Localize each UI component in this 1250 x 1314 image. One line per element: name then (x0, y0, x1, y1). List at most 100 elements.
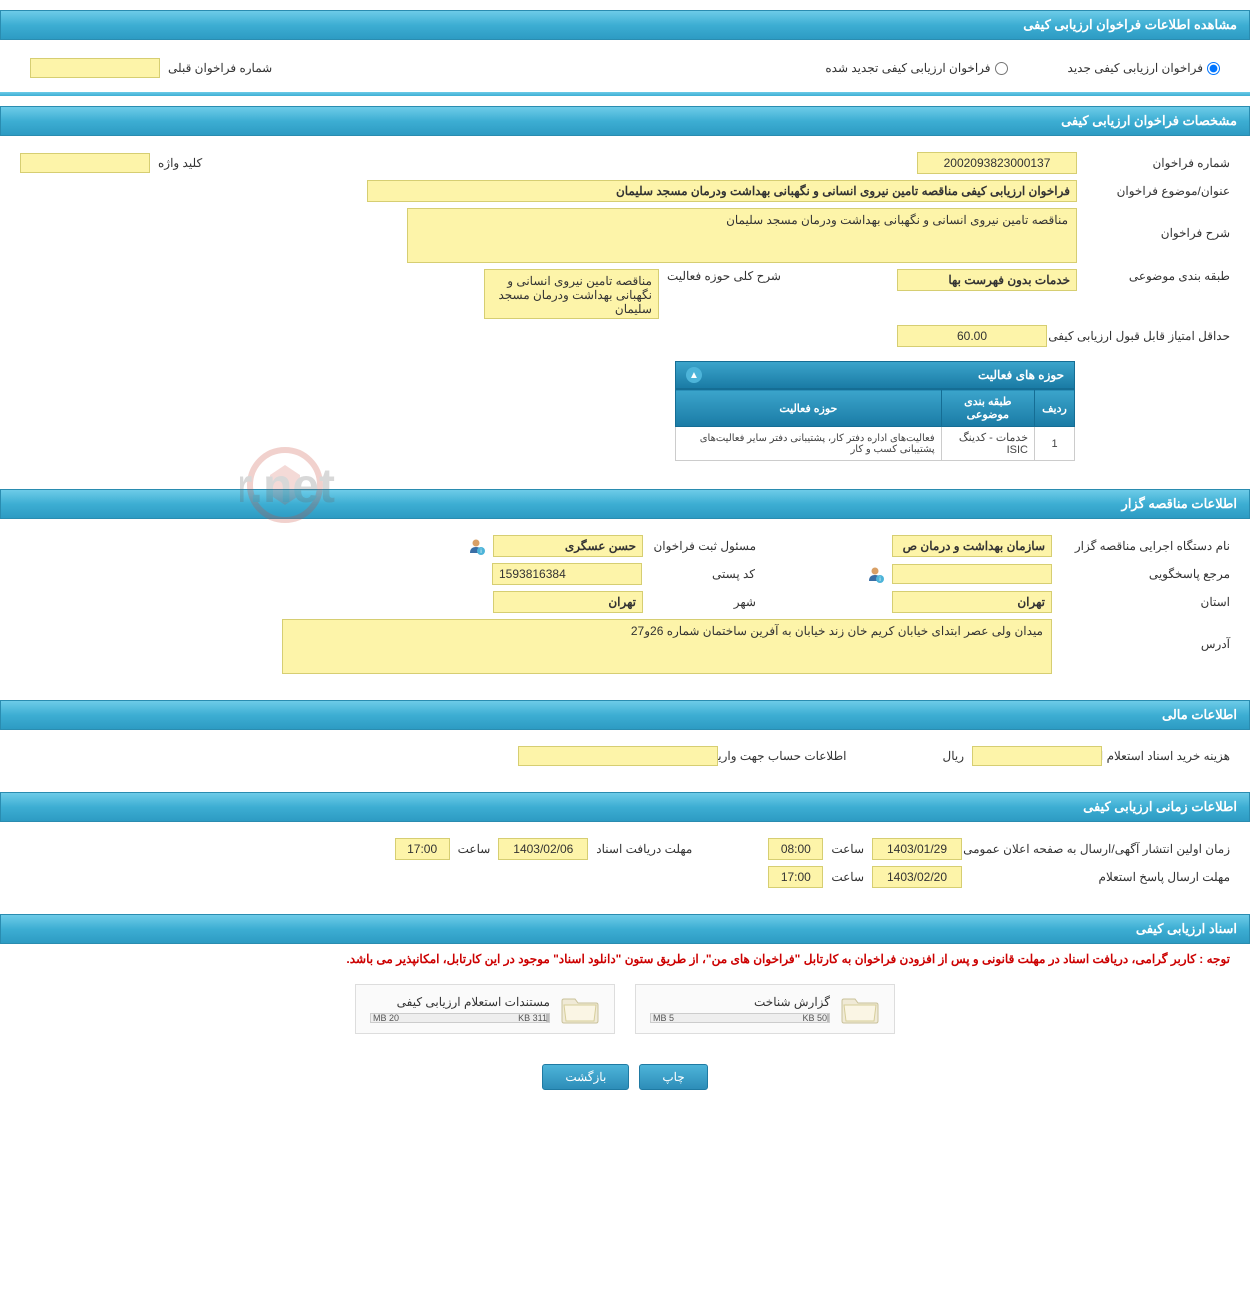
receive-label: مهلت دریافت اسناد (596, 842, 692, 856)
activities-table: ردیف طبقه بندی موضوعی حوزه فعالیت 1 خدما… (675, 389, 1075, 461)
time-section-header: اطلاعات زمانی ارزیابی کیفی (0, 792, 1250, 822)
postal-label: کد پستی (650, 567, 755, 581)
publish-hour-field: 08:00 (768, 838, 823, 860)
radio-new-label: فراخوان ارزیابی کیفی جدید (1068, 61, 1203, 75)
user-icon[interactable]: i (467, 537, 485, 555)
number-field: 2002093823000137 (917, 152, 1077, 174)
org-section-header: اطلاعات مناقصه گزار (0, 489, 1250, 519)
doc-progress-bar: 311 KB 20 MB (370, 1013, 550, 1023)
activities-panel-title: حوزه های فعالیت (978, 368, 1064, 382)
folder-icon (840, 993, 880, 1025)
docs-section-title: اسناد ارزیابی کیفی (1136, 921, 1237, 936)
time-section-title: اطلاعات زمانی ارزیابی کیفی (1083, 799, 1237, 814)
receive-hour-label: ساعت (458, 842, 491, 856)
spec-section-title: مشخصات فراخوان ارزیابی کیفی (1061, 113, 1237, 128)
top-options-row: فراخوان ارزیابی کیفی جدید فراخوان ارزیاب… (0, 40, 1250, 88)
user-info-icon[interactable]: i (866, 565, 884, 583)
doc-size: 311 KB (518, 1013, 547, 1023)
activity-desc-field: مناقصه تامین نیروی انسانی و نگهبانی بهدا… (484, 269, 659, 319)
activities-panel-header: حوزه های فعالیت ▲ (675, 361, 1075, 389)
number-label: شماره فراخوان (1085, 156, 1230, 170)
account-field (518, 746, 718, 766)
receive-date-field: 1403/02/06 (498, 838, 588, 860)
title-field: فراخوان ارزیابی کیفی مناقصه تامین نیروی … (367, 180, 1077, 202)
response-label: مهلت ارسال پاسخ استعلام (970, 870, 1230, 884)
exec-label: نام دستگاه اجرایی مناقصه گزار (1060, 539, 1230, 553)
prev-number-field[interactable] (30, 58, 160, 78)
category-field: خدمات بدون فهرست بها (897, 269, 1077, 291)
receive-hour-field: 17:00 (395, 838, 450, 860)
svg-text:i: i (879, 577, 880, 583)
postal-field: 1593816384 (492, 563, 642, 585)
button-row: چاپ بازگشت (0, 1044, 1250, 1110)
address-label: آدرس (1060, 619, 1230, 651)
radio-new-call[interactable]: فراخوان ارزیابی کیفی جدید (1068, 61, 1220, 75)
doc-cards-row: گزارش شناخت 50 KB 5 MB مستندات استعلام ا… (0, 974, 1250, 1044)
response-date-field: 1403/02/20 (872, 866, 962, 888)
province-label: استان (1060, 595, 1230, 609)
exec-field: سازمان بهداشت و درمان ص (892, 535, 1052, 557)
fin-section-header: اطلاعات مالی (0, 700, 1250, 730)
cost-field (972, 746, 1102, 766)
keyword-label: کلید واژه (158, 156, 202, 170)
city-field: تهران (493, 591, 643, 613)
min-score-field: 60.00 (897, 325, 1047, 347)
response-hour-label: ساعت (831, 870, 864, 884)
cell-category: خدمات - کدینگ ISIC (941, 427, 1034, 461)
desc-label: شرح فراخوان (1085, 208, 1230, 240)
table-row: 1 خدمات - کدینگ ISIC فعالیت‌های اداره دف… (676, 427, 1075, 461)
doc-card-eval[interactable]: مستندات استعلام ارزیابی کیفی 311 KB 20 M… (355, 984, 615, 1034)
category-label: طبقه بندی موضوعی (1085, 269, 1230, 283)
collapse-icon[interactable]: ▲ (686, 367, 702, 383)
keyword-field[interactable] (20, 153, 150, 173)
cost-label: هزینه خرید اسناد استعلام ارزیابی کیفی (1110, 749, 1230, 763)
radio-renewed-input[interactable] (995, 62, 1008, 75)
doc-meta: مستندات استعلام ارزیابی کیفی 311 KB 20 M… (370, 995, 550, 1023)
org-content: نام دستگاه اجرایی مناقصه گزار سازمان بهد… (0, 519, 1250, 690)
page-title: مشاهده اطلاعات فراخوان ارزیابی کیفی (1023, 17, 1237, 32)
back-button[interactable]: بازگشت (542, 1064, 629, 1090)
col-row-header: ردیف (1035, 390, 1075, 427)
docs-section-header: اسناد ارزیابی کیفی (0, 914, 1250, 944)
cell-activity: فعالیت‌های اداره دفتر کار، پشتیبانی دفتر… (676, 427, 942, 461)
notice-text: توجه : کاربر گرامی، دریافت اسناد در مهلت… (0, 944, 1250, 974)
doc-progress-bar: 50 KB 5 MB (650, 1013, 830, 1023)
currency-label: ریال (942, 749, 964, 763)
spec-content: شماره فراخوان 2002093823000137 کلید واژه… (0, 136, 1250, 479)
prev-number-label: شماره فراخوان قبلی (168, 61, 272, 75)
doc-title: گزارش شناخت (650, 995, 830, 1009)
publish-hour-label: ساعت (831, 842, 864, 856)
city-label: شهر (651, 595, 756, 609)
print-button[interactable]: چاپ (639, 1064, 707, 1090)
time-content: زمان اولین انتشار آگهی/ارسال به صفحه اعل… (0, 822, 1250, 904)
radio-new-input[interactable] (1207, 62, 1220, 75)
page-title-bar: مشاهده اطلاعات فراخوان ارزیابی کیفی (0, 10, 1250, 40)
publish-date-field: 1403/01/29 (872, 838, 962, 860)
divider (0, 92, 1250, 96)
registrar-field: حسن عسگری (493, 535, 643, 557)
publish-label: زمان اولین انتشار آگهی/ارسال به صفحه اعل… (970, 842, 1230, 856)
doc-size: 50 KB (802, 1013, 827, 1023)
col-category-header: طبقه بندی موضوعی (941, 390, 1034, 427)
activity-desc-label: شرح کلی حوزه فعالیت (667, 269, 781, 283)
doc-card-report[interactable]: گزارش شناخت 50 KB 5 MB (635, 984, 895, 1034)
registrar-label: مسئول ثبت فراخوان (651, 539, 756, 553)
doc-title: مستندات استعلام ارزیابی کیفی (370, 995, 550, 1009)
province-field: تهران (892, 591, 1052, 613)
cell-idx: 1 (1035, 427, 1075, 461)
responder-field (892, 564, 1052, 584)
doc-max: 20 MB (373, 1013, 399, 1023)
account-label: اطلاعات حساب جهت واریز هزینه خرید اسناد (726, 749, 846, 763)
min-score-label: حداقل امتیاز قابل قبول ارزیابی کیفی (1055, 329, 1230, 343)
doc-max: 5 MB (653, 1013, 674, 1023)
fin-content: هزینه خرید اسناد استعلام ارزیابی کیفی ری… (0, 730, 1250, 782)
response-hour-field: 17:00 (768, 866, 823, 888)
responder-label: مرجع پاسخگویی (1060, 567, 1230, 581)
address-field: میدان ولی عصر ابتدای خیابان کریم خان زند… (282, 619, 1052, 674)
radio-renewed-label: فراخوان ارزیابی کیفی تجدید شده (825, 61, 990, 75)
radio-renewed-call[interactable]: فراخوان ارزیابی کیفی تجدید شده (825, 61, 1007, 75)
org-section-title: اطلاعات مناقصه گزار (1122, 496, 1237, 511)
desc-field: مناقصه تامین نیروی انسانی و نگهبانی بهدا… (407, 208, 1077, 263)
folder-icon (560, 993, 600, 1025)
spec-section-header: مشخصات فراخوان ارزیابی کیفی (0, 106, 1250, 136)
